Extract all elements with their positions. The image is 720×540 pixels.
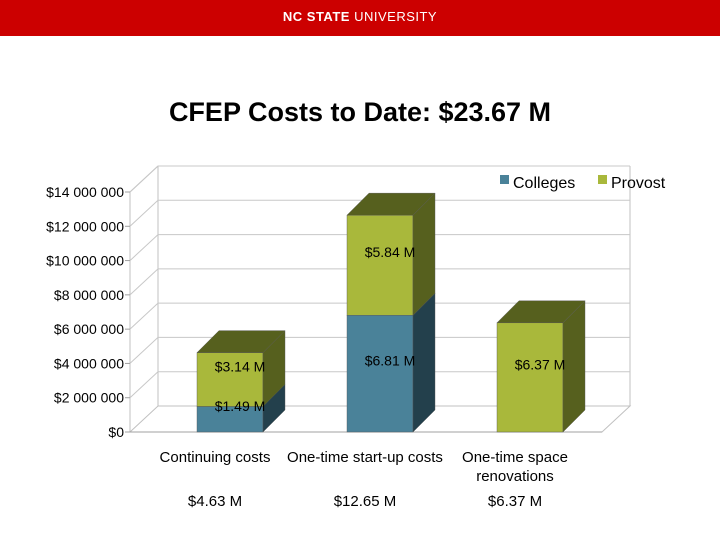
legend-label-provost: Provost: [611, 175, 666, 192]
legend-label-colleges: Colleges: [513, 175, 575, 192]
y-tick-label: $2 000 000: [54, 390, 124, 406]
bar-provost-top: [196, 330, 286, 353]
y-tick-label: $10 000 000: [46, 253, 124, 269]
gridline: [129, 268, 630, 296]
y-tick-label: $0: [108, 424, 124, 440]
header-banner: NC STATE UNIVERSITY: [0, 0, 720, 36]
category-total-label: $4.63 M: [188, 493, 242, 510]
gridline: [129, 234, 630, 261]
x-category-label: renovations: [476, 468, 554, 485]
logo-light-text: UNIVERSITY: [354, 9, 438, 24]
data-label: $6.37 M: [515, 356, 566, 372]
category-total-label: $6.37 M: [488, 493, 542, 510]
chart-title: CFEP Costs to Date: $23.67 M: [168, 97, 552, 127]
bar-colleges-side: [412, 292, 436, 433]
data-label: $3.14 M: [215, 359, 266, 375]
x-category-label: Continuing costs: [160, 449, 271, 466]
bar-provost-side: [562, 300, 586, 433]
bar-provost-top: [496, 300, 586, 323]
gridline: [129, 165, 630, 193]
gridline: [129, 302, 630, 330]
gridline: [129, 199, 630, 227]
university-logo: NC STATE UNIVERSITY: [0, 9, 720, 24]
bar-provost: [496, 322, 564, 433]
x-category-label: One-time start-up costs: [287, 449, 443, 466]
y-tick-label: $6 000 000: [54, 321, 124, 337]
legend-swatch-provost: [598, 175, 607, 184]
legend-swatch-colleges: [500, 175, 509, 184]
data-label: $1.49 M: [215, 398, 266, 414]
y-tick-label: $12 000 000: [46, 218, 124, 234]
bar-colleges: [196, 406, 264, 433]
y-tick-label: $4 000 000: [54, 355, 124, 371]
axis-wall: [129, 165, 159, 432]
y-tick-label: $8 000 000: [54, 287, 124, 303]
bar-colleges: [346, 315, 414, 433]
bar-provost: [346, 214, 414, 316]
logo-bold-text: NC STATE: [282, 9, 350, 24]
x-category-label: One-time space: [462, 449, 568, 466]
data-label: $5.84 M: [365, 244, 416, 260]
gridline: [129, 371, 630, 399]
category-total-label: $12.65 M: [334, 493, 397, 510]
bar-provost: [196, 352, 264, 407]
y-tick-label: $14 000 000: [46, 184, 124, 200]
gridline: [129, 336, 630, 364]
bar-provost-top: [346, 192, 436, 216]
data-label: $6.81 M: [365, 353, 416, 369]
